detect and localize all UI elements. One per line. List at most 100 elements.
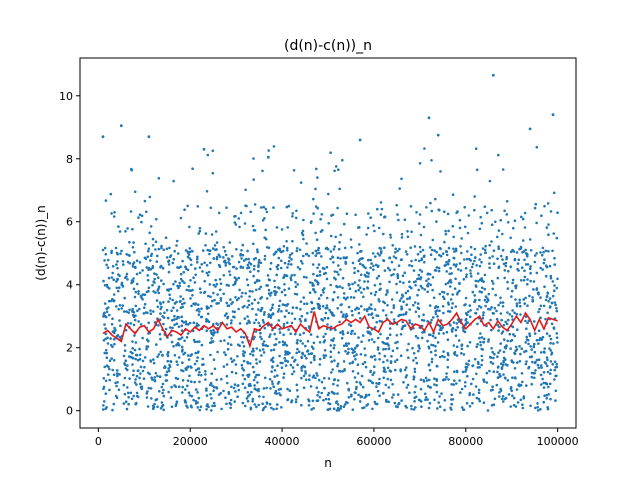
scatter-point	[389, 361, 393, 365]
scatter-point	[112, 402, 116, 406]
scatter-point	[226, 347, 230, 351]
scatter-point	[276, 263, 280, 267]
scatter-point	[492, 356, 495, 360]
scatter-point	[522, 250, 526, 253]
scatter-point	[444, 229, 447, 233]
scatter-point	[110, 251, 113, 254]
scatter-point	[176, 342, 180, 345]
y-tick-label: 6	[66, 216, 73, 229]
scatter-point	[441, 305, 445, 308]
scatter-point	[104, 327, 107, 330]
scatter-point	[231, 310, 235, 313]
scatter-point	[328, 407, 331, 411]
scatter-point	[217, 253, 221, 257]
scatter-point	[126, 278, 129, 281]
scatter-point	[164, 236, 168, 239]
scatter-point	[157, 247, 161, 251]
scatter-point	[430, 360, 434, 364]
scatter-point	[422, 313, 425, 317]
scatter-point	[383, 269, 387, 272]
scatter-point	[181, 361, 184, 365]
scatter-point	[241, 266, 245, 269]
scatter-point	[438, 309, 441, 313]
scatter-point	[321, 304, 325, 308]
scatter-point	[170, 319, 174, 322]
scatter-point	[290, 274, 294, 277]
scatter-point	[490, 328, 493, 332]
scatter-point	[352, 296, 356, 299]
scatter-point	[455, 322, 459, 325]
scatter-point	[451, 293, 455, 296]
scatter-point	[514, 377, 517, 380]
scatter-point	[452, 321, 456, 324]
scatter-point	[509, 250, 513, 254]
scatter-point	[149, 312, 153, 316]
scatter-point	[162, 408, 165, 412]
scatter-point	[319, 293, 323, 297]
scatter-point	[373, 293, 377, 297]
scatter-point	[197, 367, 201, 370]
scatter-point	[405, 386, 409, 389]
scatter-point	[551, 113, 555, 117]
scatter-point	[403, 324, 407, 327]
scatter-point	[373, 365, 376, 369]
scatter-point	[414, 284, 417, 287]
scatter-point	[541, 377, 544, 381]
scatter-point	[101, 408, 105, 411]
scatter-point	[167, 260, 170, 264]
scatter-point	[548, 297, 552, 300]
scatter-point	[265, 401, 269, 404]
scatter-point	[318, 363, 322, 366]
scatter-point	[116, 372, 119, 376]
scatter-point	[165, 308, 169, 312]
scatter-point	[133, 250, 136, 254]
scatter-point	[446, 262, 450, 266]
scatter-point	[523, 211, 527, 215]
scatter-point	[167, 367, 170, 370]
scatter-point	[115, 396, 119, 400]
scatter-point	[128, 240, 131, 244]
scatter-point	[211, 299, 214, 303]
scatter-point	[159, 312, 162, 315]
scatter-point	[447, 309, 450, 313]
scatter-point	[260, 337, 263, 341]
scatter-point	[526, 254, 529, 258]
scatter-point	[182, 271, 186, 274]
scatter-point	[459, 269, 463, 272]
scatter-point	[409, 246, 413, 249]
scatter-point	[382, 360, 385, 364]
scatter-point	[452, 247, 455, 251]
scatter-point	[104, 199, 108, 202]
scatter-point	[198, 380, 201, 384]
scatter-point	[451, 193, 455, 196]
scatter-point	[316, 394, 319, 397]
scatter-point	[367, 313, 371, 316]
scatter-point	[147, 321, 150, 325]
scatter-point	[494, 293, 498, 297]
scatter-point	[247, 303, 251, 307]
scatter-point	[192, 321, 196, 325]
scatter-point	[377, 298, 381, 301]
scatter-point	[193, 362, 197, 366]
scatter-point	[487, 338, 491, 341]
scatter-point	[326, 316, 330, 320]
scatter-point	[278, 354, 281, 358]
scatter-point	[337, 351, 341, 354]
scatter-point	[258, 360, 262, 363]
scatter-point	[120, 249, 123, 253]
scatter-point	[185, 336, 189, 339]
scatter-point	[545, 295, 549, 299]
scatter-point	[273, 343, 276, 347]
scatter-point	[532, 345, 536, 349]
scatter-point	[363, 347, 367, 350]
scatter-point	[186, 204, 189, 208]
scatter-point	[254, 358, 258, 361]
scatter-point	[514, 349, 517, 353]
scatter-point	[218, 265, 222, 269]
scatter-point	[447, 353, 450, 357]
scatter-point	[237, 297, 240, 300]
scatter-point	[474, 279, 478, 283]
scatter-point	[490, 223, 494, 226]
scatter-point	[497, 329, 500, 332]
scatter-point	[435, 384, 438, 387]
